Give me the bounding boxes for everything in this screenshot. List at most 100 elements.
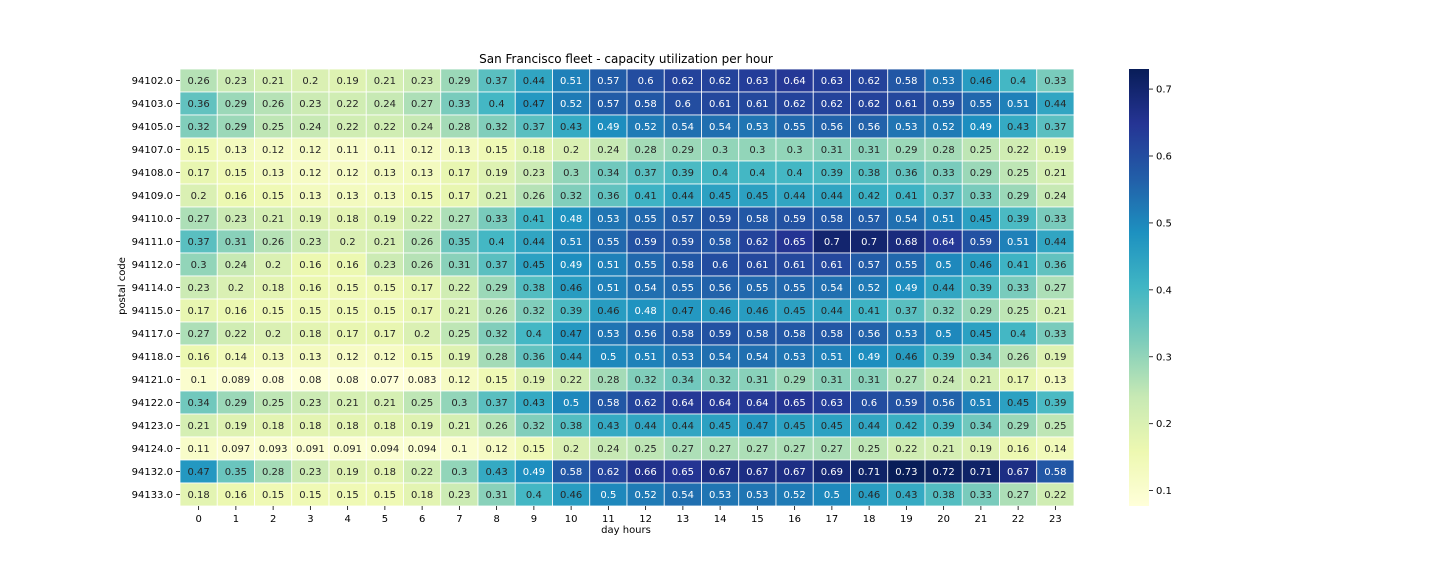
cell-value-label: 0.15 (485, 375, 507, 386)
cell-value-label: 0.46 (597, 306, 619, 317)
cell-value-label: 0.32 (634, 375, 656, 386)
cell-value-label: 0.15 (336, 306, 358, 317)
cell-value-label: 0.43 (597, 421, 619, 432)
cell-value-label: 0.51 (970, 398, 992, 409)
cell-value-label: 0.25 (262, 398, 284, 409)
cell-value-label: 0.43 (560, 122, 582, 133)
cell-value-label: 0.58 (672, 260, 694, 271)
cell-value-label: 0.33 (1007, 283, 1029, 294)
x-tick-label: 12 (639, 514, 652, 525)
cell-value-label: 0.24 (1044, 191, 1066, 202)
x-tick-label: 9 (531, 514, 537, 525)
cell-value-label: 0.19 (448, 352, 470, 363)
cell-value-label: 0.55 (634, 214, 656, 225)
cell-value-label: 0.2 (414, 329, 430, 340)
cell-value-label: 0.63 (821, 76, 843, 87)
cell-value-label: 0.4 (1010, 76, 1026, 87)
cell-value-label: 0.24 (932, 375, 954, 386)
cell-value-label: 0.7 (861, 237, 877, 248)
colorbar-tick-label: 0.5 (1156, 218, 1172, 229)
cell-value-label: 0.51 (560, 76, 582, 87)
cell-value-label: 0.15 (262, 191, 284, 202)
y-tick-label: 94114.0 (132, 283, 173, 294)
cell-value-label: 0.38 (932, 490, 954, 501)
cell-value-label: 0.39 (821, 168, 843, 179)
x-tick-label: 5 (382, 514, 388, 525)
cell-value-label: 0.18 (411, 490, 433, 501)
cell-value-label: 0.23 (523, 168, 545, 179)
cell-value-label: 0.56 (821, 122, 843, 133)
cell-value-label: 0.29 (672, 145, 694, 156)
cell-value-label: 0.17 (187, 306, 209, 317)
cell-value-label: 0.19 (225, 421, 247, 432)
cell-value-label: 0.38 (560, 421, 582, 432)
cell-value-label: 0.55 (597, 237, 619, 248)
cell-value-label: 0.32 (523, 306, 545, 317)
cell-value-label: 0.57 (597, 76, 619, 87)
cell-value-label: 0.23 (225, 214, 247, 225)
cell-value-label: 0.21 (1044, 306, 1066, 317)
cell-value-label: 0.26 (523, 191, 545, 202)
cell-value-label: 0.31 (225, 237, 247, 248)
cell-value-label: 0.58 (746, 214, 768, 225)
cell-value-label: 0.59 (970, 237, 992, 248)
cell-value-label: 0.44 (932, 283, 954, 294)
cell-value-label: 0.6 (638, 76, 654, 87)
cell-value-label: 0.48 (634, 306, 656, 317)
cell-value-label: 0.53 (597, 329, 619, 340)
cell-value-label: 0.094 (371, 444, 400, 455)
cell-value-label: 0.13 (262, 168, 284, 179)
cell-value-label: 0.25 (448, 329, 470, 340)
y-tick-label: 94121.0 (132, 375, 173, 386)
cell-value-label: 0.08 (336, 375, 358, 386)
cell-value-label: 0.21 (448, 306, 470, 317)
y-axis-title: postal code (117, 257, 128, 315)
x-tick-label: 17 (826, 514, 839, 525)
cell-value-label: 0.47 (523, 99, 545, 110)
cell-value-label: 0.55 (970, 99, 992, 110)
cell-value-label: 0.29 (783, 375, 805, 386)
cell-value-label: 0.62 (597, 467, 619, 478)
cell-value-label: 0.25 (1007, 168, 1029, 179)
cell-value-label: 0.66 (634, 467, 656, 478)
cell-value-label: 0.59 (672, 237, 694, 248)
cell-value-label: 0.52 (634, 122, 656, 133)
cell-value-label: 0.55 (783, 283, 805, 294)
cell-value-label: 0.21 (932, 444, 954, 455)
cell-value-label: 0.44 (672, 421, 694, 432)
cell-value-label: 0.27 (821, 444, 843, 455)
y-tick-label: 94110.0 (132, 214, 173, 225)
cell-value-label: 0.2 (265, 329, 281, 340)
cell-value-label: 0.2 (563, 444, 579, 455)
cell-value-label: 0.19 (523, 375, 545, 386)
cell-value-label: 0.13 (225, 145, 247, 156)
cell-value-label: 0.29 (895, 145, 917, 156)
cell-value-label: 0.47 (672, 306, 694, 317)
colorbar: 0.1 0.2 0.3 0.4 0.5 0.6 0.7 (1129, 69, 1172, 506)
cell-value-label: 0.44 (821, 191, 843, 202)
cell-value-label: 0.46 (970, 260, 992, 271)
cell-value-label: 0.12 (374, 352, 396, 363)
cell-value-label: 0.51 (932, 214, 954, 225)
cell-value-label: 0.12 (262, 145, 284, 156)
cell-value-label: 0.37 (523, 122, 545, 133)
cell-value-label: 0.17 (411, 283, 433, 294)
cell-value-label: 0.46 (709, 306, 731, 317)
cell-value-label: 0.29 (970, 306, 992, 317)
cell-value-label: 0.39 (932, 352, 954, 363)
x-tick-label: 0 (195, 514, 201, 525)
cell-value-label: 0.16 (1007, 444, 1029, 455)
cell-value-label: 0.29 (448, 76, 470, 87)
cell-value-label: 0.21 (448, 421, 470, 432)
cell-value-label: 0.22 (1044, 490, 1066, 501)
cell-value-label: 0.18 (262, 283, 284, 294)
y-tick-label: 94109.0 (132, 191, 173, 202)
cell-value-label: 0.13 (336, 191, 358, 202)
cell-value-label: 0.36 (187, 99, 209, 110)
x-tick-label: 6 (419, 514, 425, 525)
cell-value-label: 0.49 (895, 283, 917, 294)
cell-value-label: 0.27 (187, 214, 209, 225)
cell-value-label: 0.21 (970, 375, 992, 386)
cell-value-label: 0.31 (485, 490, 507, 501)
cell-value-label: 0.68 (895, 237, 917, 248)
